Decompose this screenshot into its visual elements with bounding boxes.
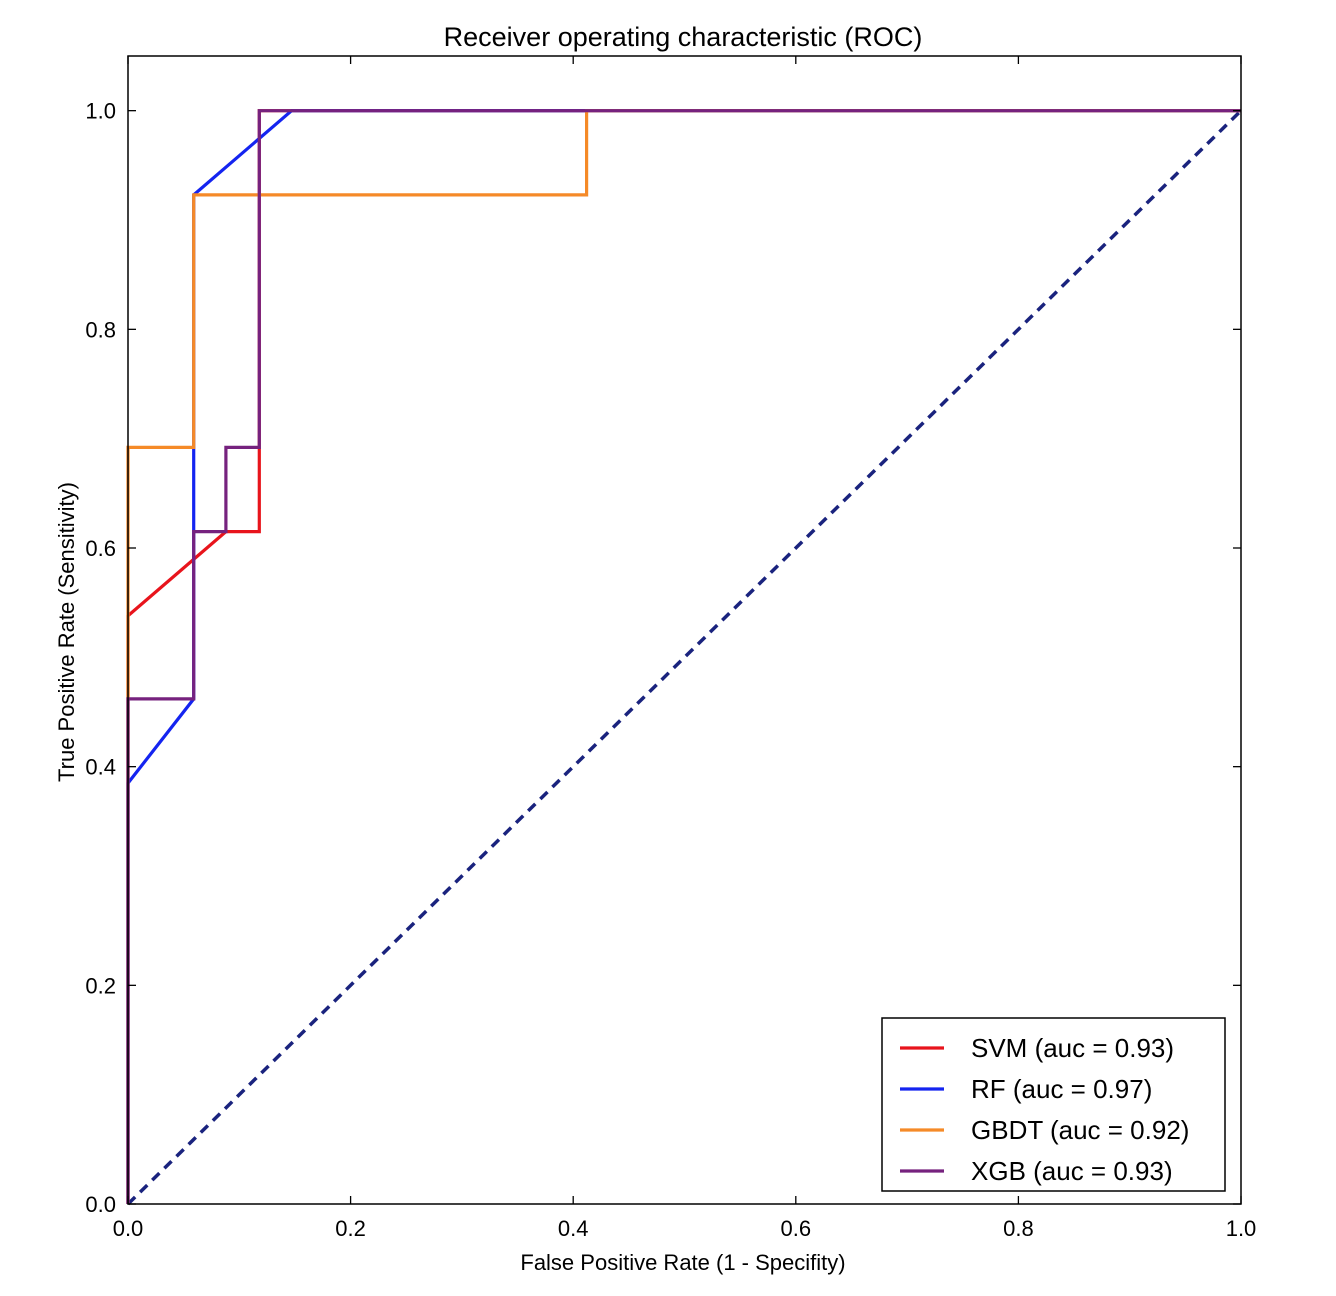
- legend-label: SVM (auc = 0.93): [971, 1033, 1174, 1063]
- legend-label: GBDT (auc = 0.92): [971, 1115, 1189, 1145]
- plot-frame: [127, 55, 1242, 1205]
- roc-curve-xgb: [126, 109, 1241, 1204]
- y-tick-label: 0.0: [85, 1192, 116, 1217]
- legend: SVM (auc = 0.93) RF (auc = 0.97) GBDT (auc…: [881, 1017, 1226, 1192]
- y-tick-label: 0.6: [85, 536, 116, 561]
- y-tick-label: 0.4: [85, 755, 116, 780]
- x-tick-label: 0.2: [335, 1216, 366, 1241]
- x-tick-label: 0.4: [558, 1216, 589, 1241]
- chart-title: Receiver operating characteristic (ROC): [444, 22, 923, 52]
- y-axis-title: True Positive Rate (Sensitivity): [54, 482, 79, 782]
- x-tick-label: 0.6: [781, 1216, 812, 1241]
- legend-label: RF (auc = 0.97): [971, 1074, 1152, 1104]
- y-tick-label: 1.0: [85, 99, 116, 124]
- y-tick-label: 0.2: [85, 973, 116, 998]
- x-axis-title: False Positive Rate (1 - Specifity): [520, 1250, 845, 1275]
- chance-reference-line: [126, 109, 1243, 1206]
- x-tick-label: 0.0: [113, 1216, 144, 1241]
- x-tick-label: 0.8: [1003, 1216, 1034, 1241]
- y-tick-label: 0.8: [85, 317, 116, 342]
- axis-ticks: 0.0 0.2 0.4 0.6 0.8 1.0 0.0 0.2 0.4 0.6 0.8 1.0: [85, 56, 1256, 1241]
- x-tick-label: 1.0: [1226, 1216, 1257, 1241]
- legend-label: XGB (auc = 0.93): [971, 1156, 1173, 1186]
